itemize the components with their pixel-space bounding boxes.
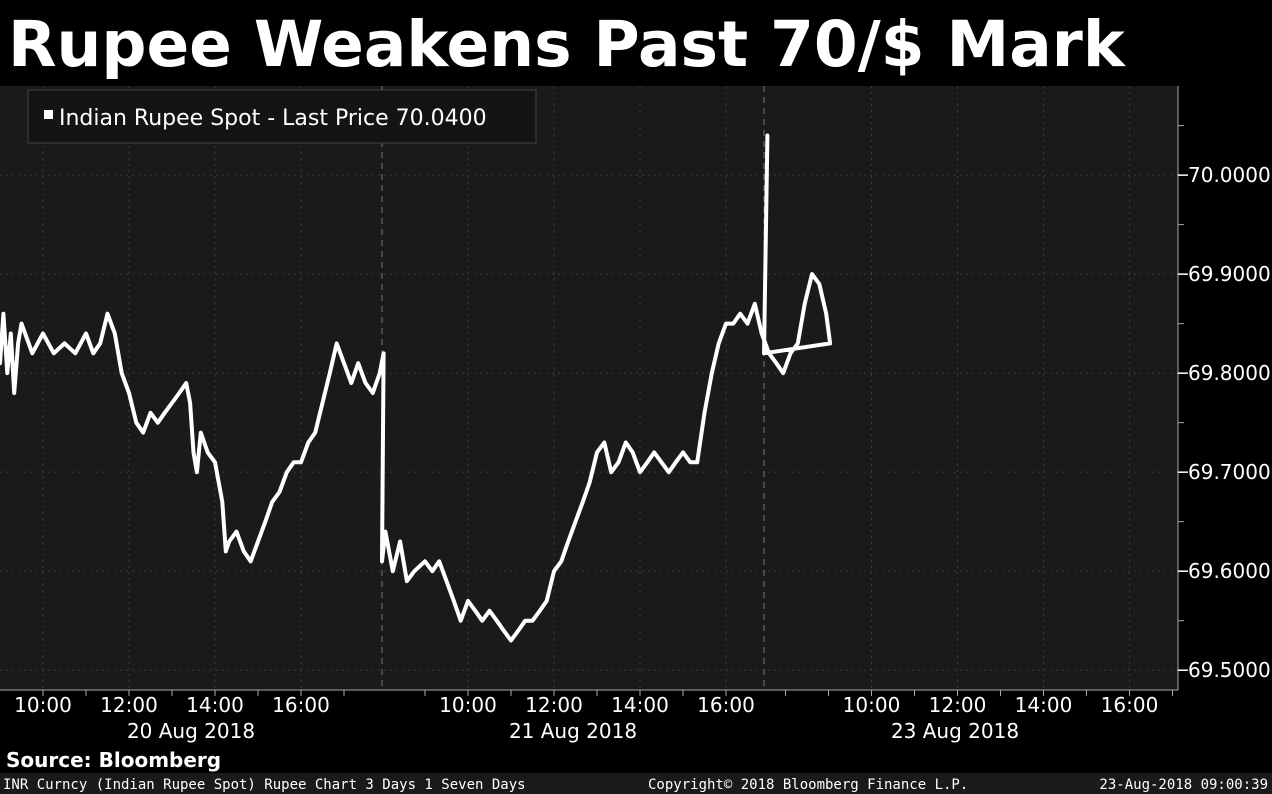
x-tick-label: 16:00 bbox=[697, 693, 755, 717]
x-axis-background bbox=[0, 690, 1178, 744]
x-tick-label: 12:00 bbox=[929, 693, 987, 717]
chart-title: Rupee Weakens Past 70/$ Mark bbox=[8, 8, 1127, 81]
legend-label: Indian Rupee Spot - Last Price 70.0400 bbox=[59, 106, 487, 131]
x-tick-label: 16:00 bbox=[1101, 693, 1159, 717]
x-tick-label: 12:00 bbox=[100, 693, 158, 717]
plot-area bbox=[0, 86, 1178, 690]
x-day-label: 23 Aug 2018 bbox=[891, 719, 1019, 743]
footer-description: INR Curncy (Indian Rupee Spot) Rupee Cha… bbox=[3, 777, 526, 793]
x-tick-label: 10:00 bbox=[439, 693, 497, 717]
x-axis: 10:00 12:00 14:00 16:00 10:00 12:00 14:00 16:00… bbox=[0, 689, 1178, 744]
series-line-indian-rupee-spot bbox=[0, 133, 833, 643]
source-bar bbox=[0, 744, 1272, 772]
x-tick-label: 16:00 bbox=[272, 693, 330, 717]
y-tick-label: 70.0000 bbox=[1188, 163, 1271, 187]
source-label: Source: Bloomberg bbox=[6, 748, 221, 772]
footer-bar bbox=[0, 773, 1272, 794]
x-day-label: 21 Aug 2018 bbox=[509, 719, 637, 743]
x-tick-label: 14:00 bbox=[611, 693, 669, 717]
footer-copyright: Copyright© 2018 Bloomberg Finance L.P. bbox=[648, 777, 968, 793]
x-tick-label: 14:00 bbox=[186, 693, 244, 717]
title-bar bbox=[0, 0, 1272, 84]
legend-box: Indian Rupee Spot - Last Price 70.0400 bbox=[27, 89, 537, 144]
y-axis: 70.0000 69.9000 69.8000 69.7000 69.6000 69.50… bbox=[1177, 86, 1271, 690]
x-tick-label: 10:00 bbox=[843, 693, 901, 717]
footer-timestamp: 23-Aug-2018 09:00:39 bbox=[1099, 777, 1268, 793]
x-tick-label: 10:00 bbox=[14, 693, 72, 717]
legend-swatch bbox=[44, 110, 53, 119]
y-tick-label: 69.6000 bbox=[1188, 559, 1271, 583]
x-tick-label: 12:00 bbox=[525, 693, 583, 717]
y-tick-label: 69.8000 bbox=[1188, 361, 1271, 385]
y-tick-label: 69.9000 bbox=[1188, 262, 1271, 286]
y-tick-label: 69.5000 bbox=[1188, 658, 1271, 682]
y-tick-label: 69.7000 bbox=[1188, 460, 1271, 484]
x-tick-label: 14:00 bbox=[1015, 693, 1073, 717]
x-day-label: 20 Aug 2018 bbox=[127, 719, 255, 743]
